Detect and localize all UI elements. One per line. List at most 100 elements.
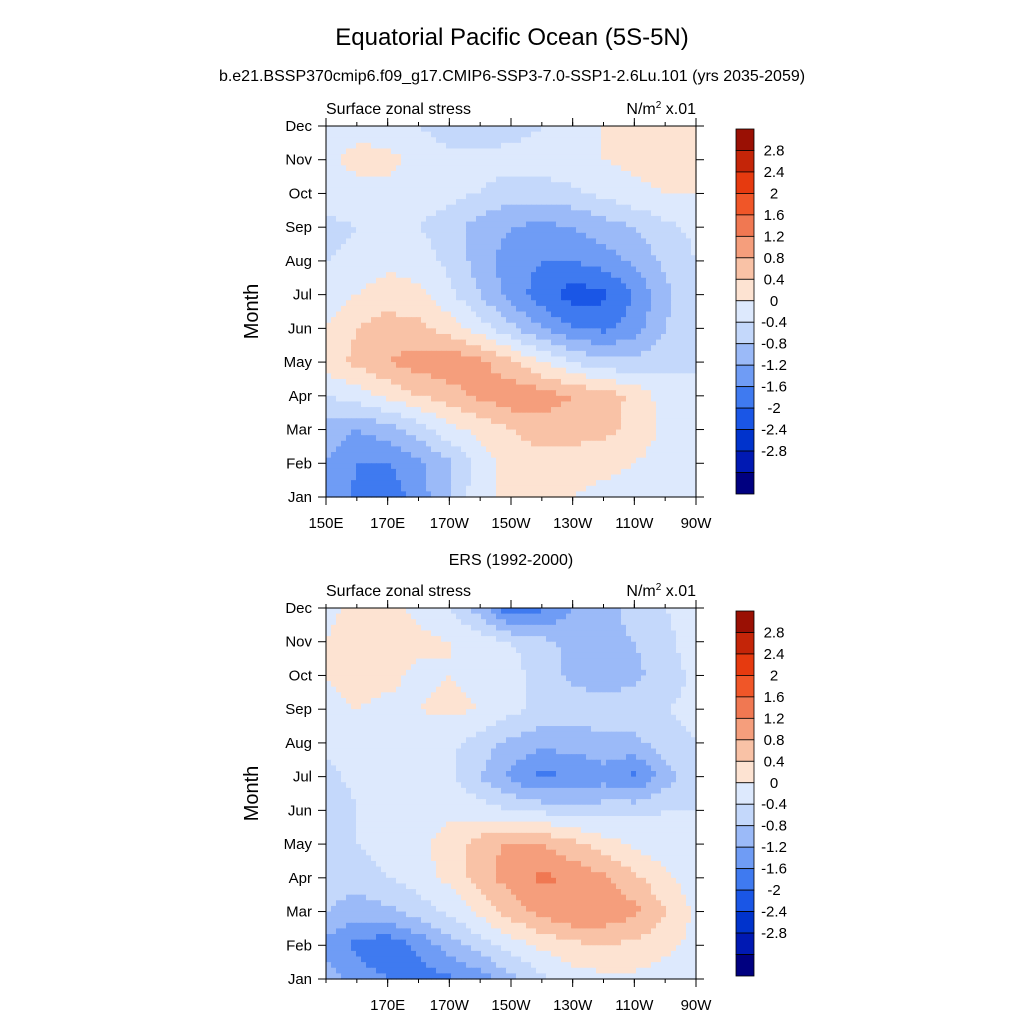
field-cell xyxy=(641,250,647,256)
field-cell xyxy=(396,356,402,362)
field-cell xyxy=(366,244,372,250)
field-cell xyxy=(556,475,562,481)
field-cell xyxy=(571,137,577,143)
field-cell xyxy=(331,233,337,239)
field-cell xyxy=(546,238,552,244)
field-cell xyxy=(686,210,692,216)
field-cell xyxy=(386,312,392,318)
field-cell xyxy=(676,340,682,346)
field-cell xyxy=(621,300,627,306)
field-cell xyxy=(576,238,582,244)
field-cell xyxy=(531,312,537,318)
field-cell xyxy=(651,182,657,188)
field-cell xyxy=(636,390,642,396)
field-cell xyxy=(511,401,517,407)
field-cell xyxy=(581,255,587,261)
field-cell xyxy=(351,486,357,492)
field-cell xyxy=(686,480,692,486)
field-cell xyxy=(531,407,537,413)
field-cell xyxy=(381,345,387,351)
field-cell xyxy=(471,171,477,177)
field-cell xyxy=(426,323,432,329)
field-cell xyxy=(556,238,562,244)
field-cell xyxy=(366,210,372,216)
field-cell xyxy=(416,435,422,441)
field-cell xyxy=(551,323,557,329)
field-cell xyxy=(666,210,672,216)
field-cell xyxy=(661,446,667,452)
field-cell xyxy=(386,177,392,183)
field-cell xyxy=(396,334,402,340)
field-cell xyxy=(406,238,412,244)
field-cell xyxy=(416,272,422,278)
field-cell xyxy=(631,177,637,183)
field-cell xyxy=(556,424,562,430)
field-cell xyxy=(471,182,477,188)
field-cell xyxy=(381,401,387,407)
field-cell xyxy=(386,441,392,447)
field-cell xyxy=(401,199,407,205)
field-cell xyxy=(436,373,442,379)
field-cell xyxy=(441,199,447,205)
field-cell xyxy=(671,148,677,154)
field-cell xyxy=(616,199,622,205)
field-cell xyxy=(631,317,637,323)
field-cell xyxy=(671,222,677,228)
field-cell xyxy=(621,463,627,469)
field-cell xyxy=(416,210,422,216)
field-cell xyxy=(526,334,532,340)
field-cell xyxy=(446,171,452,177)
field-cell xyxy=(561,126,567,132)
field-cell xyxy=(491,188,497,194)
field-cell xyxy=(391,238,397,244)
field-cell xyxy=(661,351,667,357)
field-cell xyxy=(491,390,497,396)
field-cell xyxy=(486,177,492,183)
field-cell xyxy=(601,216,607,222)
field-cell xyxy=(556,413,562,419)
field-cell xyxy=(621,188,627,194)
field-cell xyxy=(621,160,627,166)
field-cell xyxy=(376,379,382,385)
field-cell xyxy=(351,171,357,177)
field-cell xyxy=(646,160,652,166)
field-cell xyxy=(496,205,502,211)
field-cell xyxy=(491,458,497,464)
field-cell xyxy=(506,424,512,430)
field-cell xyxy=(526,356,532,362)
field-cell xyxy=(531,278,537,284)
field-cell xyxy=(661,486,667,492)
field-cell xyxy=(456,379,462,385)
field-cell xyxy=(636,132,642,138)
field-cell xyxy=(571,413,577,419)
field-cell xyxy=(436,188,442,194)
field-cell xyxy=(596,368,602,374)
field-cell xyxy=(636,345,642,351)
field-cell xyxy=(336,407,342,413)
field-cell xyxy=(676,458,682,464)
field-cell xyxy=(536,210,542,216)
field-cell xyxy=(606,182,612,188)
field-cell xyxy=(521,199,527,205)
field-cell xyxy=(376,244,382,250)
field-cell xyxy=(516,160,522,166)
field-cell xyxy=(531,463,537,469)
field-cell xyxy=(396,267,402,273)
field-cell xyxy=(331,182,337,188)
field-cell xyxy=(396,300,402,306)
field-cell xyxy=(626,272,632,278)
field-cell xyxy=(326,334,332,340)
field-cell xyxy=(536,435,542,441)
field-cell xyxy=(336,255,342,261)
field-cell xyxy=(541,165,547,171)
y-tick-label: Mar xyxy=(286,422,312,439)
field-cell xyxy=(646,216,652,222)
field-cell xyxy=(596,126,602,132)
field-cell xyxy=(581,210,587,216)
field-cell xyxy=(561,441,567,447)
field-cell xyxy=(396,272,402,278)
field-cell xyxy=(356,199,362,205)
field-cell xyxy=(651,154,657,160)
field-cell xyxy=(636,278,642,284)
field-cell xyxy=(436,283,442,289)
